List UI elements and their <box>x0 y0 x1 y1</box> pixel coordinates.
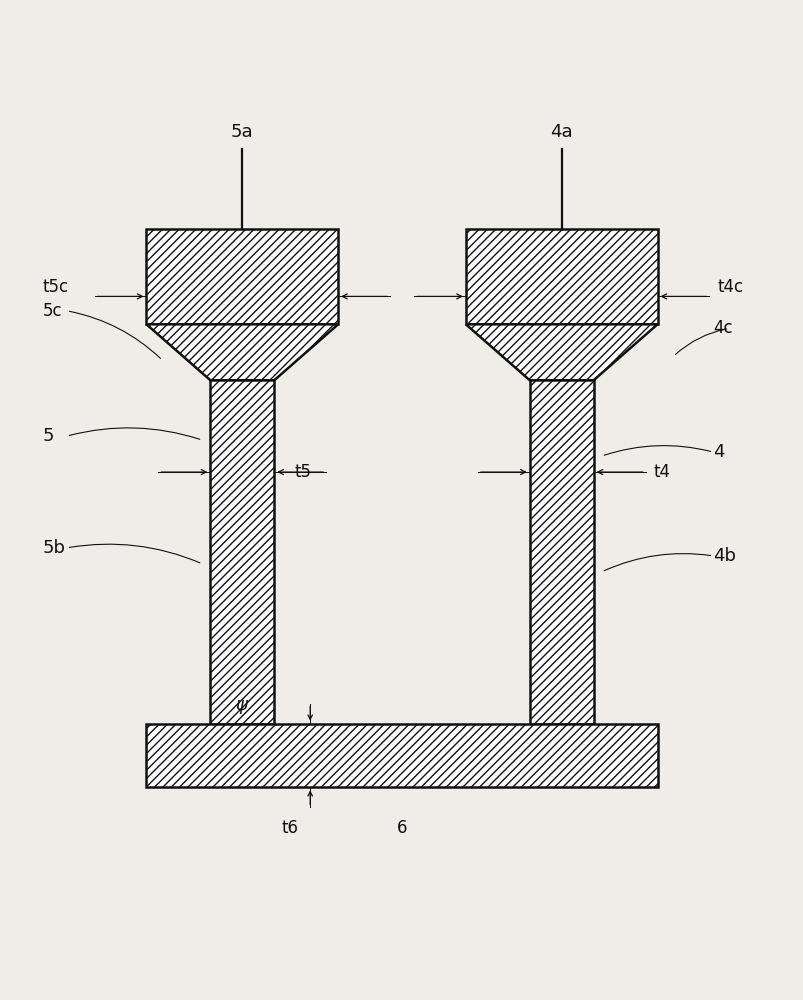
Polygon shape <box>465 324 657 380</box>
Text: 4c: 4c <box>712 319 732 337</box>
Text: t6: t6 <box>281 819 299 837</box>
Text: $\psi$: $\psi$ <box>235 698 249 716</box>
Bar <box>465 229 657 324</box>
Polygon shape <box>146 324 338 380</box>
Text: 5: 5 <box>43 427 54 445</box>
Text: 5c: 5c <box>43 302 63 320</box>
Text: 5a: 5a <box>230 123 253 141</box>
Bar <box>529 380 593 724</box>
Text: t4: t4 <box>653 463 670 481</box>
Text: t5c: t5c <box>43 278 69 296</box>
Bar <box>146 229 338 324</box>
Bar <box>210 380 274 724</box>
Text: 6: 6 <box>396 819 407 837</box>
Text: t4c: t4c <box>716 278 743 296</box>
Text: 4a: 4a <box>550 123 573 141</box>
Text: 4b: 4b <box>712 547 736 565</box>
Text: 5b: 5b <box>43 539 66 557</box>
Text: t5: t5 <box>294 463 311 481</box>
Text: 4: 4 <box>712 443 724 461</box>
Bar <box>146 724 657 787</box>
